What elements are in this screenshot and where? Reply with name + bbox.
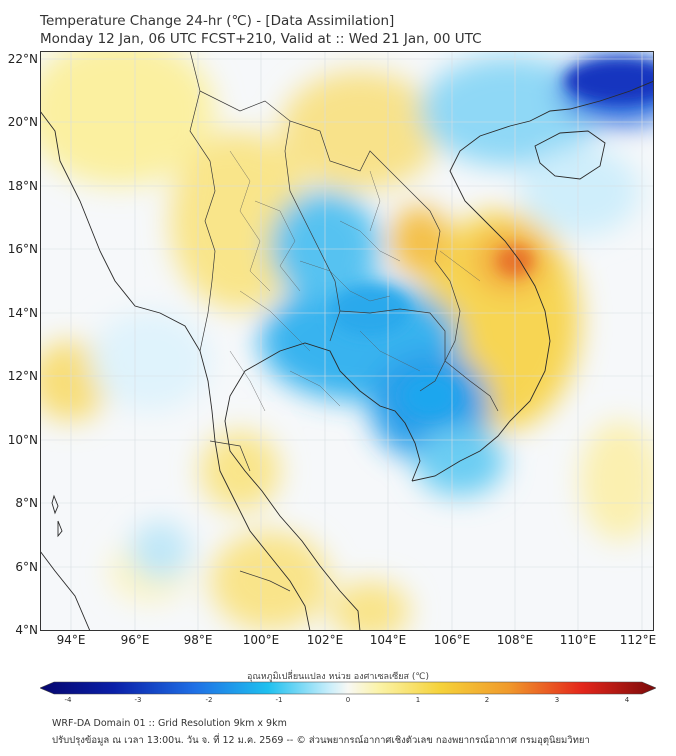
map-frame <box>40 51 654 631</box>
colorbar-tick-4: 4 <box>624 696 630 704</box>
colorbar <box>39 680 657 695</box>
lon-label-106: 106°E <box>433 633 471 647</box>
lat-label-14: 14°N <box>7 306 38 320</box>
lon-label-100: 100°E <box>242 633 280 647</box>
footer-model-info: WRF-DA Domain 01 :: Grid Resolution 9km … <box>52 718 287 729</box>
lat-label-16: 16°N <box>7 242 38 256</box>
colorbar-title: อุณหภูมิเปลี่ยนแปลง หน่วย องศาเซลเซียส (… <box>246 672 430 682</box>
title-line-1: Temperature Change 24-hr (℃) - [Data Ass… <box>40 13 395 29</box>
lat-label-8: 8°N <box>15 496 38 510</box>
lon-label-108: 108°E <box>496 633 534 647</box>
lon-label-112: 112°E <box>619 633 657 647</box>
lon-label-98: 98°E <box>183 633 213 647</box>
colorbar-tick-2: 2 <box>484 696 490 704</box>
lat-label-18: 18°N <box>7 179 38 193</box>
temperature-field <box>40 51 654 631</box>
lon-label-96: 96°E <box>120 633 150 647</box>
title-line-2: Monday 12 Jan, 06 UTC FCST+210, Valid at… <box>40 31 482 47</box>
lat-label-22: 22°N <box>7 52 38 66</box>
coastlines <box>40 80 654 631</box>
lat-label-10: 10°N <box>7 433 38 447</box>
lon-label-94: 94°E <box>56 633 86 647</box>
lon-label-102: 102°E <box>306 633 344 647</box>
graticule <box>40 51 654 631</box>
province-borders <box>229 150 481 412</box>
temperature-change-map <box>40 51 654 631</box>
colorbar-graphic <box>39 681 657 695</box>
lon-label-104: 104°E <box>369 633 407 647</box>
colorbar-tick-neg4: -4 <box>64 696 72 704</box>
lon-label-110: 110°E <box>559 633 597 647</box>
colorbar-tick-neg3: -3 <box>134 696 142 704</box>
lat-label-4: 4°N <box>15 623 38 637</box>
lat-label-6: 6°N <box>15 560 38 574</box>
colorbar-tick-0: 0 <box>345 696 351 704</box>
colorbar-tick-1: 1 <box>415 696 421 704</box>
country-borders <box>189 51 499 592</box>
footer-credits: ปรับปรุงข้อมูล ณ เวลา 13:00น. วัน จ. ที่… <box>52 735 590 746</box>
map-title: Temperature Change 24-hr (℃) - [Data Ass… <box>40 12 482 48</box>
lat-label-12: 12°N <box>7 369 38 383</box>
colorbar-tick-neg1: -1 <box>275 696 283 704</box>
colorbar-tick-neg2: -2 <box>205 696 213 704</box>
lat-label-20: 20°N <box>7 115 38 129</box>
map-panel <box>40 51 654 631</box>
colorbar-tick-3: 3 <box>554 696 560 704</box>
